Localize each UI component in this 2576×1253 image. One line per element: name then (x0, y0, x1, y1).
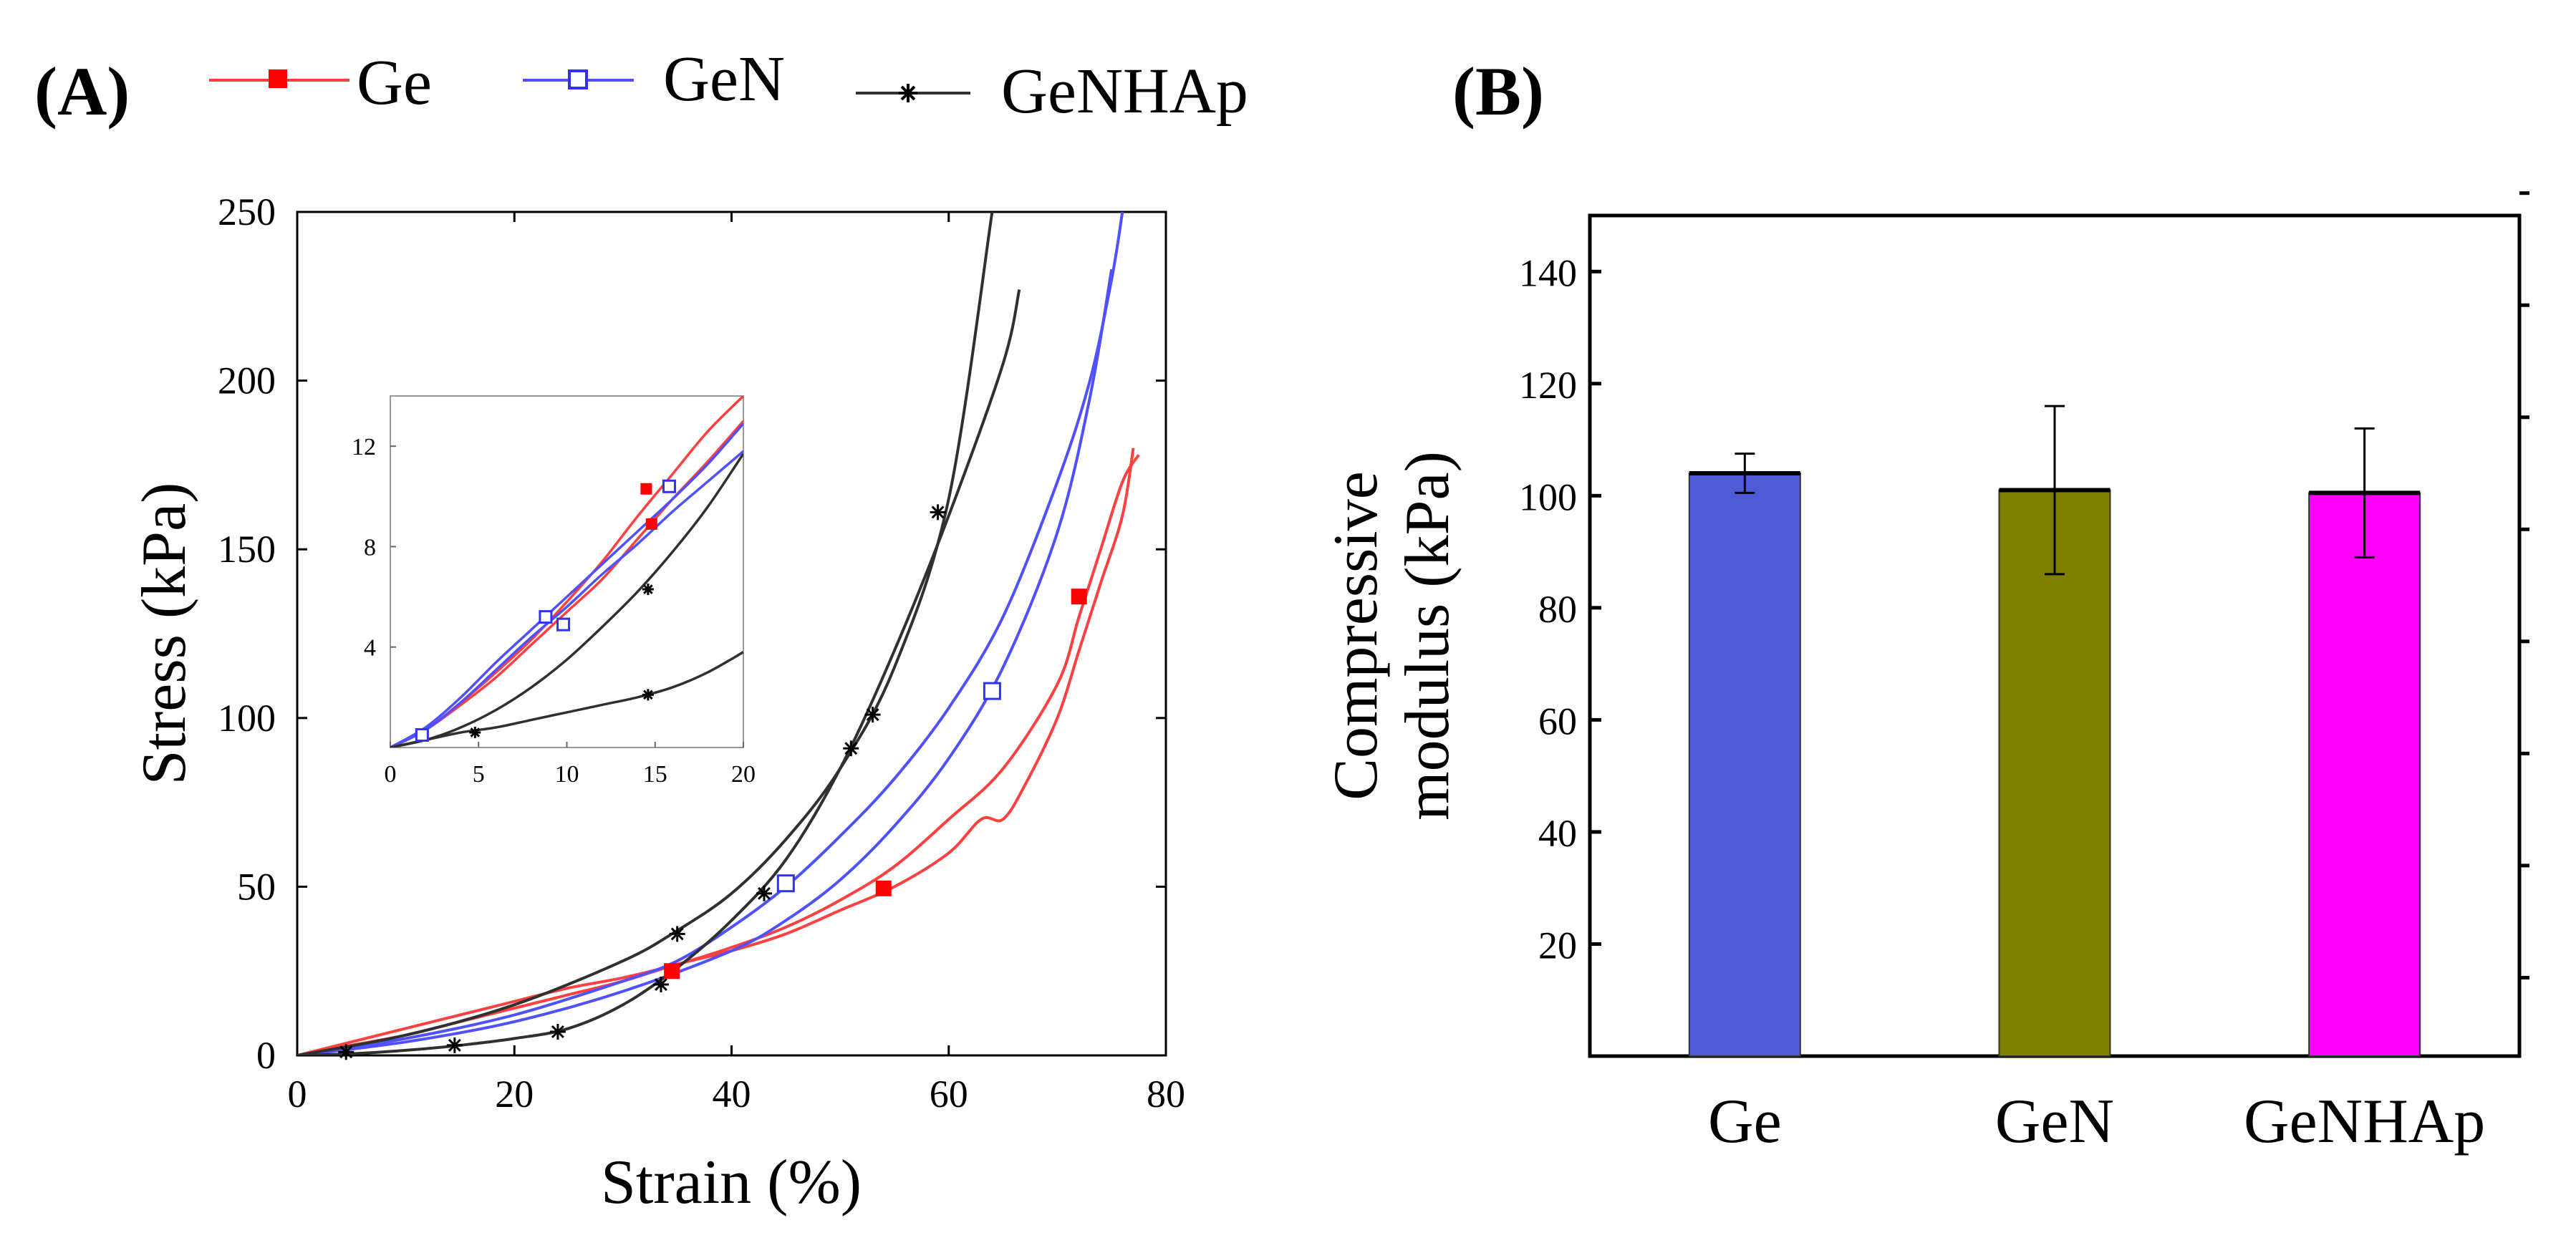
series-ge-marker-1 (664, 963, 680, 979)
panel-label-b: (B) (1452, 53, 1544, 130)
inset-chart: 0 5 10 15 20 4 8 12 (352, 395, 756, 788)
series-gen-marker-1 (776, 874, 795, 893)
series-gen-curve-1 (297, 212, 1124, 1055)
y-axis-title: Stress (kPa) (130, 483, 199, 785)
bar-category-label: GeNHAp (2244, 1087, 2485, 1156)
series-genhap-marker-2 (446, 1037, 463, 1053)
bar-y-tick-label: 40 (1538, 812, 1577, 855)
inset-x-tick-label: 5 (473, 761, 485, 788)
legend-label-ge: Ge (357, 47, 432, 118)
series-genhap-marker-9 (930, 504, 946, 521)
inset-y-tick-label: 12 (352, 434, 376, 460)
inset-series-genhap-marker-3 (642, 584, 654, 596)
bar-y-tick-label: 60 (1538, 700, 1577, 742)
series-genhap-marker-4 (652, 977, 669, 993)
inset-series-gen-marker-4 (662, 479, 676, 493)
legend-label-genhap: GeNHAp (1001, 56, 1248, 127)
inset-series-ge-marker-2 (645, 518, 657, 530)
y-tick-label: 200 (218, 359, 276, 402)
inset-series-genhap-marker-2 (642, 689, 654, 701)
inset-y-tick-label: 4 (364, 635, 376, 662)
y-tick-label: 0 (256, 1034, 276, 1077)
inset-series-gen-marker-1 (415, 727, 429, 742)
inset-x-tick-label: 10 (555, 761, 579, 788)
x-tick-label: 60 (930, 1073, 968, 1116)
series-genhap-marker-6 (756, 885, 772, 901)
bar-y-tick-label: 140 (1519, 251, 1577, 294)
x-tick-label: 0 (288, 1073, 307, 1116)
series-genhap-marker-8 (864, 707, 881, 723)
errorbar-genhap (2354, 427, 2375, 558)
y-tick-label: 250 (218, 190, 276, 233)
y-tick-label: 50 (237, 865, 276, 908)
bar-y-tick-label: 120 (1519, 364, 1577, 407)
y-axis-title-line-2: modulus (kPa) (1393, 451, 1462, 821)
inset-series-gen-marker-2 (539, 610, 553, 624)
bar-category-label: Ge (1708, 1087, 1782, 1156)
inset-series-gen-curve-1 (390, 422, 743, 748)
x-tick-label: 80 (1147, 1073, 1185, 1116)
inset-series-gen-marker-3 (556, 617, 571, 632)
bar-category-label: GeN (1995, 1087, 2114, 1156)
series-gen-marker-2 (983, 682, 1001, 700)
panel-b-bar-chart: 20 40 60 80 100 120 140 Ge GeN GeNHAp Compressiv… (1321, 191, 2529, 1156)
bar-gen (1998, 489, 2111, 1057)
x-axis-title: Strain (%) (601, 1148, 862, 1217)
errorbar-gen (2045, 405, 2065, 576)
bar-ge (1688, 473, 1801, 1057)
inset-series-ge-marker-1 (640, 483, 652, 495)
inset-frame (390, 395, 744, 748)
inset-series-genhap-marker-1 (469, 726, 481, 738)
legend-entry-genhap: GeNHAp (856, 56, 1248, 127)
inset-x-tick-label: 15 (643, 761, 667, 788)
series-genhap-marker-3 (549, 1024, 566, 1040)
series-genhap-marker-1 (338, 1044, 354, 1060)
errorbar-ge (1735, 453, 1755, 494)
bar-y-tick-label: 100 (1519, 475, 1577, 518)
x-tick-label: 20 (495, 1073, 534, 1116)
inset-x-tick-label: 20 (731, 761, 756, 788)
legend-marker-gen (568, 69, 588, 90)
bar-y-tick-label: 20 (1538, 924, 1577, 967)
inset-x-tick-label: 0 (385, 761, 397, 788)
legend-label-gen: GeN (663, 44, 785, 115)
series-ge-marker-2 (875, 880, 892, 896)
bar-y-tick-label: 80 (1538, 588, 1577, 631)
inset-series-genhap-curve-2 (390, 651, 743, 748)
y-axis-title-line-1: Compressive (1321, 471, 1391, 800)
legend-marker-ge (269, 69, 287, 88)
series-genhap-marker-7 (843, 740, 859, 757)
legend-marker-genhap (899, 84, 917, 102)
y-tick-label: 100 (218, 697, 276, 740)
inset-series-gen-curve-2 (390, 450, 743, 748)
y-tick-label: 150 (218, 528, 276, 571)
inset-series-genhap-curve-1 (390, 453, 743, 748)
legend-entry-ge: Ge (209, 47, 432, 118)
panel-label-a: (A) (34, 53, 130, 130)
series-genhap-curve-1 (297, 212, 994, 1055)
series-ge-marker-3 (1071, 589, 1087, 605)
inset-y-tick-label: 8 (364, 534, 376, 561)
series-genhap-marker-5 (669, 926, 685, 942)
legend-entry-gen: GeN (523, 44, 785, 115)
legend: Ge GeN GeNHAp (209, 44, 1248, 127)
bar-genhap (2308, 492, 2421, 1057)
series-gen-curve-2 (297, 268, 1114, 1055)
x-tick-label: 40 (713, 1073, 751, 1116)
series-ge-curve-2 (297, 454, 1140, 1055)
